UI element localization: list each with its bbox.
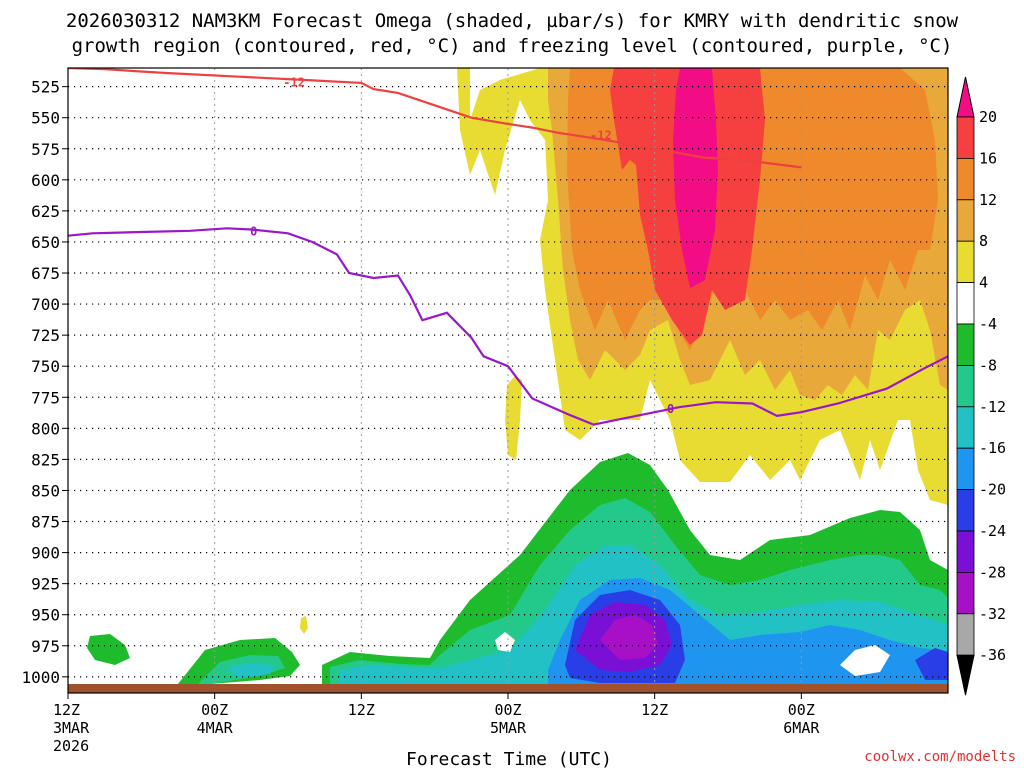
y-tick-label: 800 [31, 419, 60, 438]
omega-shading [87, 68, 948, 693]
omega-band-20 [673, 68, 718, 288]
contour-label: -12 [590, 129, 612, 143]
omega-band-4b [505, 376, 522, 460]
colorbar-cell [956, 199, 975, 242]
y-tick-label: 675 [31, 264, 60, 283]
y-tick-label: 725 [31, 326, 60, 345]
colorbar-tick-label: -8 [979, 356, 997, 374]
chart-title-line2: growth region (contoured, red, °C) and f… [72, 35, 953, 57]
y-tick-label: 750 [31, 357, 60, 376]
x-tick-label: 12Z [641, 701, 668, 719]
colorbar-cell [956, 157, 975, 201]
gridlines [68, 68, 948, 693]
colorbar-tick-label: -24 [979, 522, 1006, 540]
colorbar-tick-label: -32 [979, 605, 1006, 623]
colorbar-cell [956, 282, 975, 325]
credit-text: coolwx.com/modelts [864, 749, 1016, 765]
contour-labels: -12 -12 0 0 [250, 75, 674, 416]
colorbar-tick-label: -12 [979, 398, 1006, 416]
omega-hole-1 [840, 645, 890, 676]
omega-band-4c [300, 616, 308, 634]
colorbar-cell [956, 489, 975, 532]
x-tick-label: 4MAR [197, 719, 234, 737]
y-tick-label: 1000 [21, 668, 60, 687]
colorbar-tick-label: 16 [979, 149, 997, 167]
x-tick-label: 12Z [348, 701, 375, 719]
colorbar-tick-label: -4 [979, 315, 997, 333]
x-tick-label: 5MAR [490, 719, 527, 737]
colorbar-tick-label: 12 [979, 191, 997, 209]
colorbar-cell [956, 323, 975, 366]
y-tick-label: 575 [31, 140, 60, 159]
x-tick-label: 12Z [53, 701, 80, 719]
y-tick-label: 700 [31, 295, 60, 314]
colorbar-cell [956, 613, 975, 656]
y-tick-label: 775 [31, 388, 60, 407]
contour-lines [68, 68, 948, 426]
y-tick-label: 650 [31, 233, 60, 252]
y-tick-label: 550 [31, 109, 60, 128]
colorbar-cell [956, 406, 975, 449]
colorbar-cell [956, 116, 975, 159]
colorbar-cell [956, 240, 975, 283]
x-tick-label: 3MAR [53, 719, 90, 737]
colorbar-tick-label: -16 [979, 439, 1006, 457]
colorbar-tick-label: -36 [979, 646, 1006, 664]
colorbar-cell [956, 364, 975, 408]
y-tick-label: 825 [31, 450, 60, 469]
contour-label: 0 [667, 402, 674, 416]
contour-label: 0 [250, 224, 257, 238]
omega-band-m28 [600, 615, 658, 660]
x-tick-label: 00Z [494, 701, 521, 719]
y-tick-label: 925 [31, 575, 60, 594]
colorbar-tick-label: -28 [979, 563, 1006, 581]
colorbar-cell [956, 530, 975, 573]
terrain-strip [68, 684, 948, 693]
y-tick-label: 875 [31, 513, 60, 532]
contour-1 [68, 227, 948, 426]
colorbar-top-arrow [956, 76, 975, 118]
x-tick-label: 00Z [788, 701, 815, 719]
y-tick-label: 900 [31, 544, 60, 563]
y-tick-label: 525 [31, 78, 60, 97]
x-axis-label: Forecast Time (UTC) [406, 749, 612, 768]
x-tick-label: 6MAR [783, 719, 820, 737]
contour-0 [68, 68, 802, 169]
y-tick-label: 950 [31, 606, 60, 625]
x-tick-label: 2026 [53, 737, 89, 755]
colorbar-tick-label: -20 [979, 481, 1006, 499]
y-tick-label: 850 [31, 481, 60, 500]
x-tick-label: 00Z [201, 701, 228, 719]
y-tick-label: 600 [31, 171, 60, 190]
y-axis-ticks: 525 550 575 600 625 650 675 700 725 750 775 800 825 8… [21, 78, 68, 687]
colorbar-tick-label: 20 [979, 108, 997, 126]
contour-label: -12 [283, 75, 305, 89]
y-tick-label: 975 [31, 637, 60, 656]
colorbar-tick-label: 8 [979, 232, 988, 250]
colorbar: 20 16 12 8 4 -4 -8 -12 -16 -20 -24 -28 -32 -36 [956, 76, 1006, 696]
colorbar-tick-label: 4 [979, 274, 988, 292]
colorbar-cell [956, 572, 975, 615]
colorbar-bottom-arrow [956, 654, 975, 696]
omega-hole-2 [495, 632, 515, 652]
chart-title-line1: 2026030312 NAM3KM Forecast Omega (shaded… [66, 10, 959, 32]
y-tick-label: 625 [31, 202, 60, 221]
colorbar-cell [956, 447, 975, 491]
